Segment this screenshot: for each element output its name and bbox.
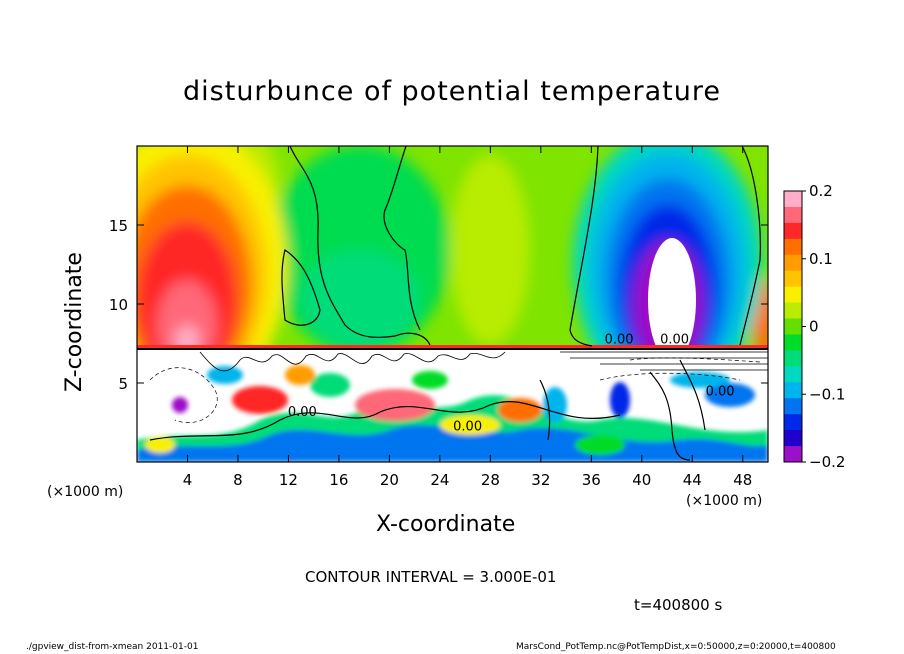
colorbar-tick-label: 0.1 (809, 250, 833, 268)
contour-label: 0.00 (288, 405, 317, 420)
colorbar-swatch (784, 366, 802, 383)
contour-interval-text: CONTOUR INTERVAL = 3.000E-01 (305, 568, 557, 586)
colorbar-swatch (784, 254, 802, 272)
y-tick-label: 5 (118, 375, 128, 393)
colorbar-swatch (784, 318, 802, 335)
time-label: t=400800 s (634, 596, 723, 614)
x-unit-label: (×1000 m) (686, 493, 763, 509)
contour-label: 0.00 (605, 333, 634, 348)
footer-right: MarsCond_PotTemp.nc@PotTempDist,x=0:5000… (516, 642, 836, 652)
x-tick-label: 8 (233, 471, 243, 489)
contour-label: 0.00 (453, 419, 482, 434)
interface-line (137, 348, 768, 350)
colorbar-swatch (784, 414, 802, 431)
colorbar-swatch (784, 382, 802, 399)
colorbar-swatch (784, 446, 802, 463)
colorbar-tick-label: 0.2 (809, 182, 833, 200)
y-axis-ticks: 5 10 15 (109, 217, 768, 393)
colorbar-swatch (784, 206, 802, 224)
colorbar-swatch (784, 238, 802, 256)
contour-label: 0.00 (706, 385, 735, 400)
x-tick-label: 48 (733, 471, 752, 489)
x-tick-label: 28 (481, 471, 500, 489)
colorbar-swatch (784, 430, 802, 447)
x-axis-label: X-coordinate (376, 512, 516, 537)
x-tick-label: 32 (531, 471, 550, 489)
colorbar-swatch (784, 302, 802, 320)
y-tick-label: 15 (109, 217, 128, 235)
contour-lines (149, 146, 761, 461)
colorbar-swatch (784, 334, 802, 351)
colorbar: 0.2 0.1 0 −0.1 −0.2 (783, 182, 845, 471)
field-layer (137, 146, 768, 462)
x-tick-label: 40 (632, 471, 651, 489)
x-tick-label: 16 (329, 471, 348, 489)
colorbar-swatch (784, 191, 802, 208)
y-axis-label: Z-coordinate (62, 252, 87, 392)
y-tick-label: 10 (109, 296, 128, 314)
colorbar-tick-label: −0.2 (809, 453, 845, 471)
x-tick-label: 4 (183, 471, 193, 489)
z-unit-label: (×1000 m) (47, 484, 124, 500)
colorbar-swatch (784, 286, 802, 304)
contour-label: 0.00 (660, 333, 689, 348)
colorbar-tick-label: 0 (809, 318, 819, 336)
x-axis-ticks: 4 8 12 16 20 24 28 32 36 40 44 48 (183, 146, 752, 489)
colorbar-swatch (784, 270, 802, 288)
x-tick-label: 20 (380, 471, 399, 489)
x-tick-label: 36 (582, 471, 601, 489)
x-tick-label: 24 (430, 471, 449, 489)
colorbar-swatch (784, 398, 802, 415)
colorbar-swatch (784, 222, 802, 240)
x-tick-label: 12 (279, 471, 298, 489)
colorbar-swatch (784, 350, 802, 367)
colorbar-tick-label: −0.1 (809, 385, 845, 403)
chart-title: disturbunce of potential temperature (183, 76, 721, 107)
contour-labels: 0.00 0.00 0.00 0.00 0.00 (288, 333, 735, 435)
x-tick-label: 44 (683, 471, 702, 489)
footer-left: ./gpview_dist-from-xmean 2011-01-01 (26, 642, 199, 652)
